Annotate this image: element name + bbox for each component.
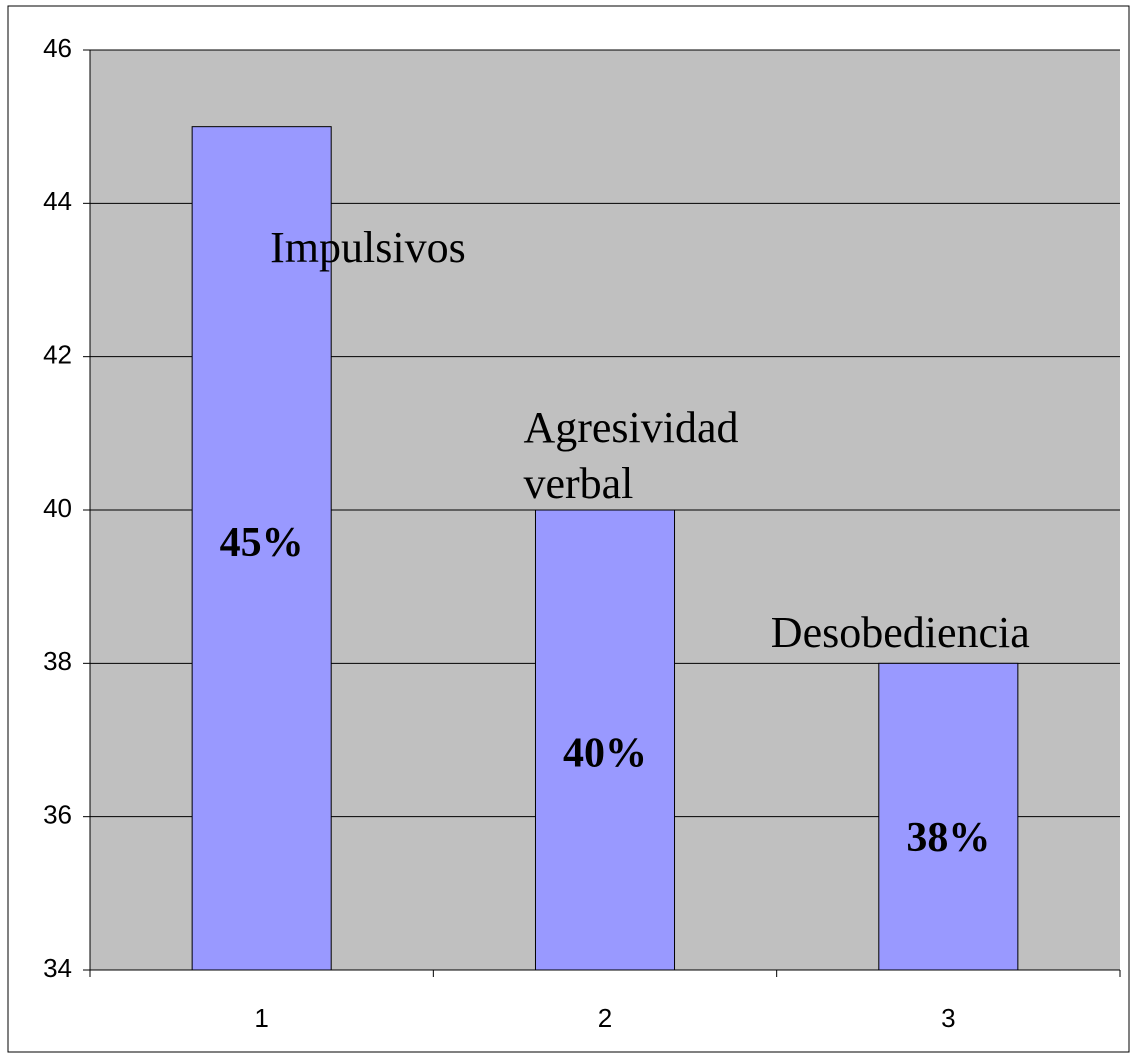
value-label: 40%: [563, 731, 647, 777]
bar: [878, 662, 1019, 971]
y-tick-label: 46: [43, 33, 72, 63]
y-tick-label: 34: [43, 953, 72, 983]
annotation: Impulsivos: [270, 222, 466, 272]
x-tick-label: 1: [254, 1003, 268, 1033]
y-tick-label: 42: [43, 340, 72, 370]
annotation: Agresividad verbal: [523, 403, 739, 508]
value-label: 38%: [906, 815, 990, 861]
annotation: Desobediencia: [770, 608, 1030, 658]
x-tick-label: 3: [941, 1003, 955, 1033]
bar: [191, 126, 332, 971]
x-tick-label: 2: [598, 1003, 612, 1033]
bar: [534, 509, 676, 971]
y-tick-label: 36: [43, 800, 72, 830]
y-tick-label: 44: [43, 186, 72, 216]
y-tick-label: 40: [43, 493, 72, 523]
y-tick-label: 38: [43, 646, 72, 676]
value-label: 45%: [220, 520, 304, 566]
